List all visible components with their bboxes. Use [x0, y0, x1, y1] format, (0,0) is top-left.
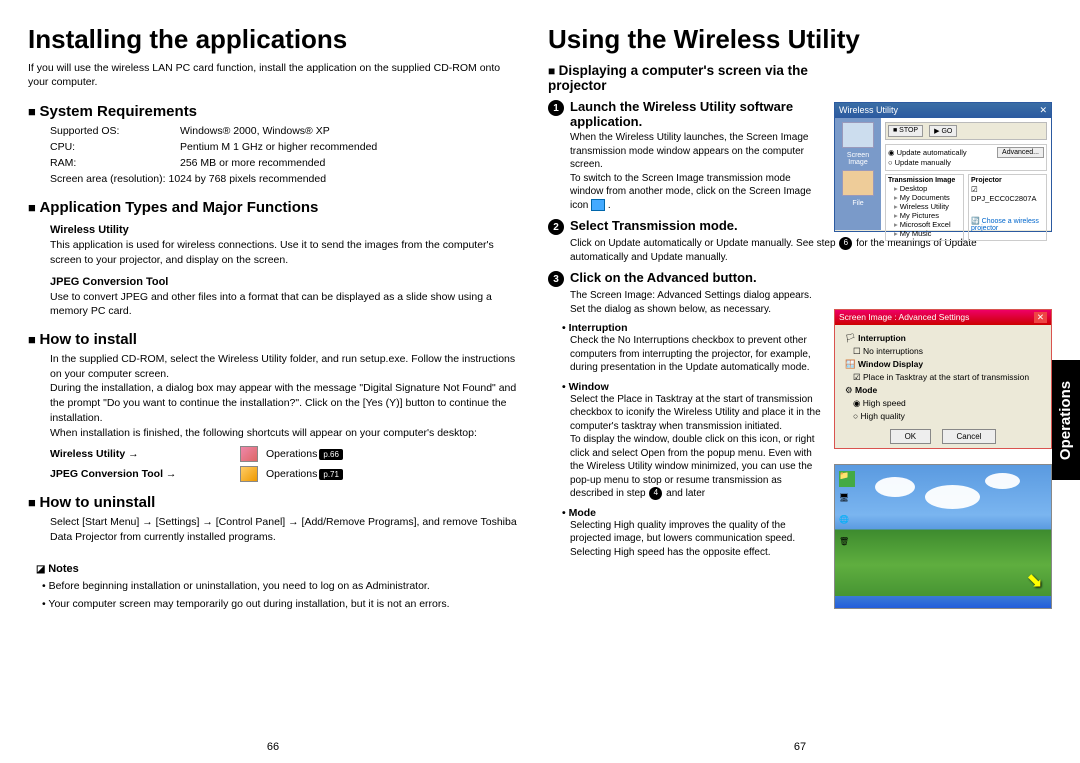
uninstall-body: Select [Start Menu] → [Settings] → [Cont… [50, 515, 518, 544]
go-button: ▶ GO [929, 125, 957, 137]
note-2: • Your computer screen may temporarily g… [42, 597, 518, 612]
mode-body: Selecting High quality improves the qual… [570, 519, 824, 560]
advanced-button: Advanced... [997, 147, 1044, 158]
stop-button: ■ STOP [888, 125, 923, 137]
shortcut2-op: Operations [266, 468, 317, 480]
step-2-icon: 2 [548, 219, 564, 235]
spec-os-label: Supported OS: [50, 124, 180, 140]
left-title: Installing the applications [28, 24, 518, 55]
step-2-heading: Select Transmission mode. [570, 218, 738, 233]
jpeg-subheading: JPEG Conversion Tool [50, 276, 518, 288]
step-2-body: Click on Update automatically or Update … [570, 237, 990, 264]
wireless-utility-icon [240, 446, 258, 462]
shortcut1-op: Operations [266, 448, 317, 460]
apptypes-heading: Application Types and Major Functions [28, 199, 518, 216]
jpeg-tool-icon [240, 466, 258, 482]
sysreq-heading: System Requirements [28, 103, 518, 120]
note-1: • Before beginning installation or unins… [42, 579, 518, 594]
window-body: Select the Place in Tasktray at the star… [570, 393, 824, 501]
notes-heading: Notes [36, 563, 518, 575]
right-pagenum: 67 [548, 741, 1052, 753]
display-heading: Displaying a computer's screen via the p… [548, 63, 824, 93]
step-1-body: When the Wireless Utility launches, the … [570, 131, 824, 212]
spec-cpu-value: Pentium M 1 GHz or higher recommended [180, 140, 377, 156]
close-icon: ✕ [1039, 105, 1047, 116]
shortcut1-pageref: p.66 [319, 449, 343, 460]
left-pagenum: 66 [28, 741, 518, 753]
wu-subheading: Wireless Utility [50, 224, 518, 236]
operations-tab: Operations [1052, 360, 1080, 480]
right-title: Using the Wireless Utility [548, 24, 1052, 55]
left-lead: If you will use the wireless LAN PC card… [28, 61, 518, 89]
file-thumb [842, 170, 874, 196]
spec-resolution: Screen area (resolution): 1024 by 768 pi… [50, 172, 518, 188]
arrow-icon: ⬊ [1026, 568, 1043, 593]
uninstall-heading: How to uninstall [28, 494, 518, 511]
wu-body: This application is used for wireless co… [50, 238, 518, 267]
ok-button: OK [890, 429, 932, 444]
step-3-body: The Screen Image: Advanced Settings dial… [570, 289, 824, 316]
wireless-utility-screenshot: Wireless Utility✕ Screen Image File ■ ST… [834, 102, 1052, 232]
interruption-heading: Interruption [562, 322, 824, 334]
install-body: In the supplied CD-ROM, select the Wirel… [50, 352, 518, 440]
window-heading: Window [562, 381, 824, 393]
shortcut1-label: Wireless Utility → [50, 448, 240, 460]
spec-os-value: Windows® 2000, Windows® XP [180, 124, 330, 140]
mode-heading: Mode [562, 507, 824, 519]
jpeg-body: Use to convert JPEG and other files into… [50, 290, 518, 319]
screen-image-icon [591, 199, 605, 211]
spec-cpu-label: CPU: [50, 140, 180, 156]
advanced-settings-screenshot: Screen Image : Advanced Settings✕ 🏳 Inte… [834, 309, 1052, 449]
shortcut2-pageref: p.71 [319, 469, 343, 480]
screen-image-thumb [842, 122, 874, 148]
step-1-icon: 1 [548, 100, 564, 116]
shortcut2-label: JPEG Conversion Tool → [50, 468, 240, 480]
spec-ram-value: 256 MB or more recommended [180, 156, 325, 172]
desktop-screenshot: 📁 🖥 🌐 🗑 ⬊ [834, 464, 1052, 609]
interruption-body: Check the No Interruptions checkbox to p… [570, 334, 824, 375]
step-1-heading: Launch the Wireless Utility software app… [570, 99, 824, 129]
install-heading: How to install [28, 331, 518, 348]
step-3-heading: Click on the Advanced button. [570, 270, 757, 285]
step-3-icon: 3 [548, 271, 564, 287]
close-icon: ✕ [1034, 312, 1047, 323]
cancel-button: Cancel [942, 429, 997, 444]
spec-ram-label: RAM: [50, 156, 180, 172]
